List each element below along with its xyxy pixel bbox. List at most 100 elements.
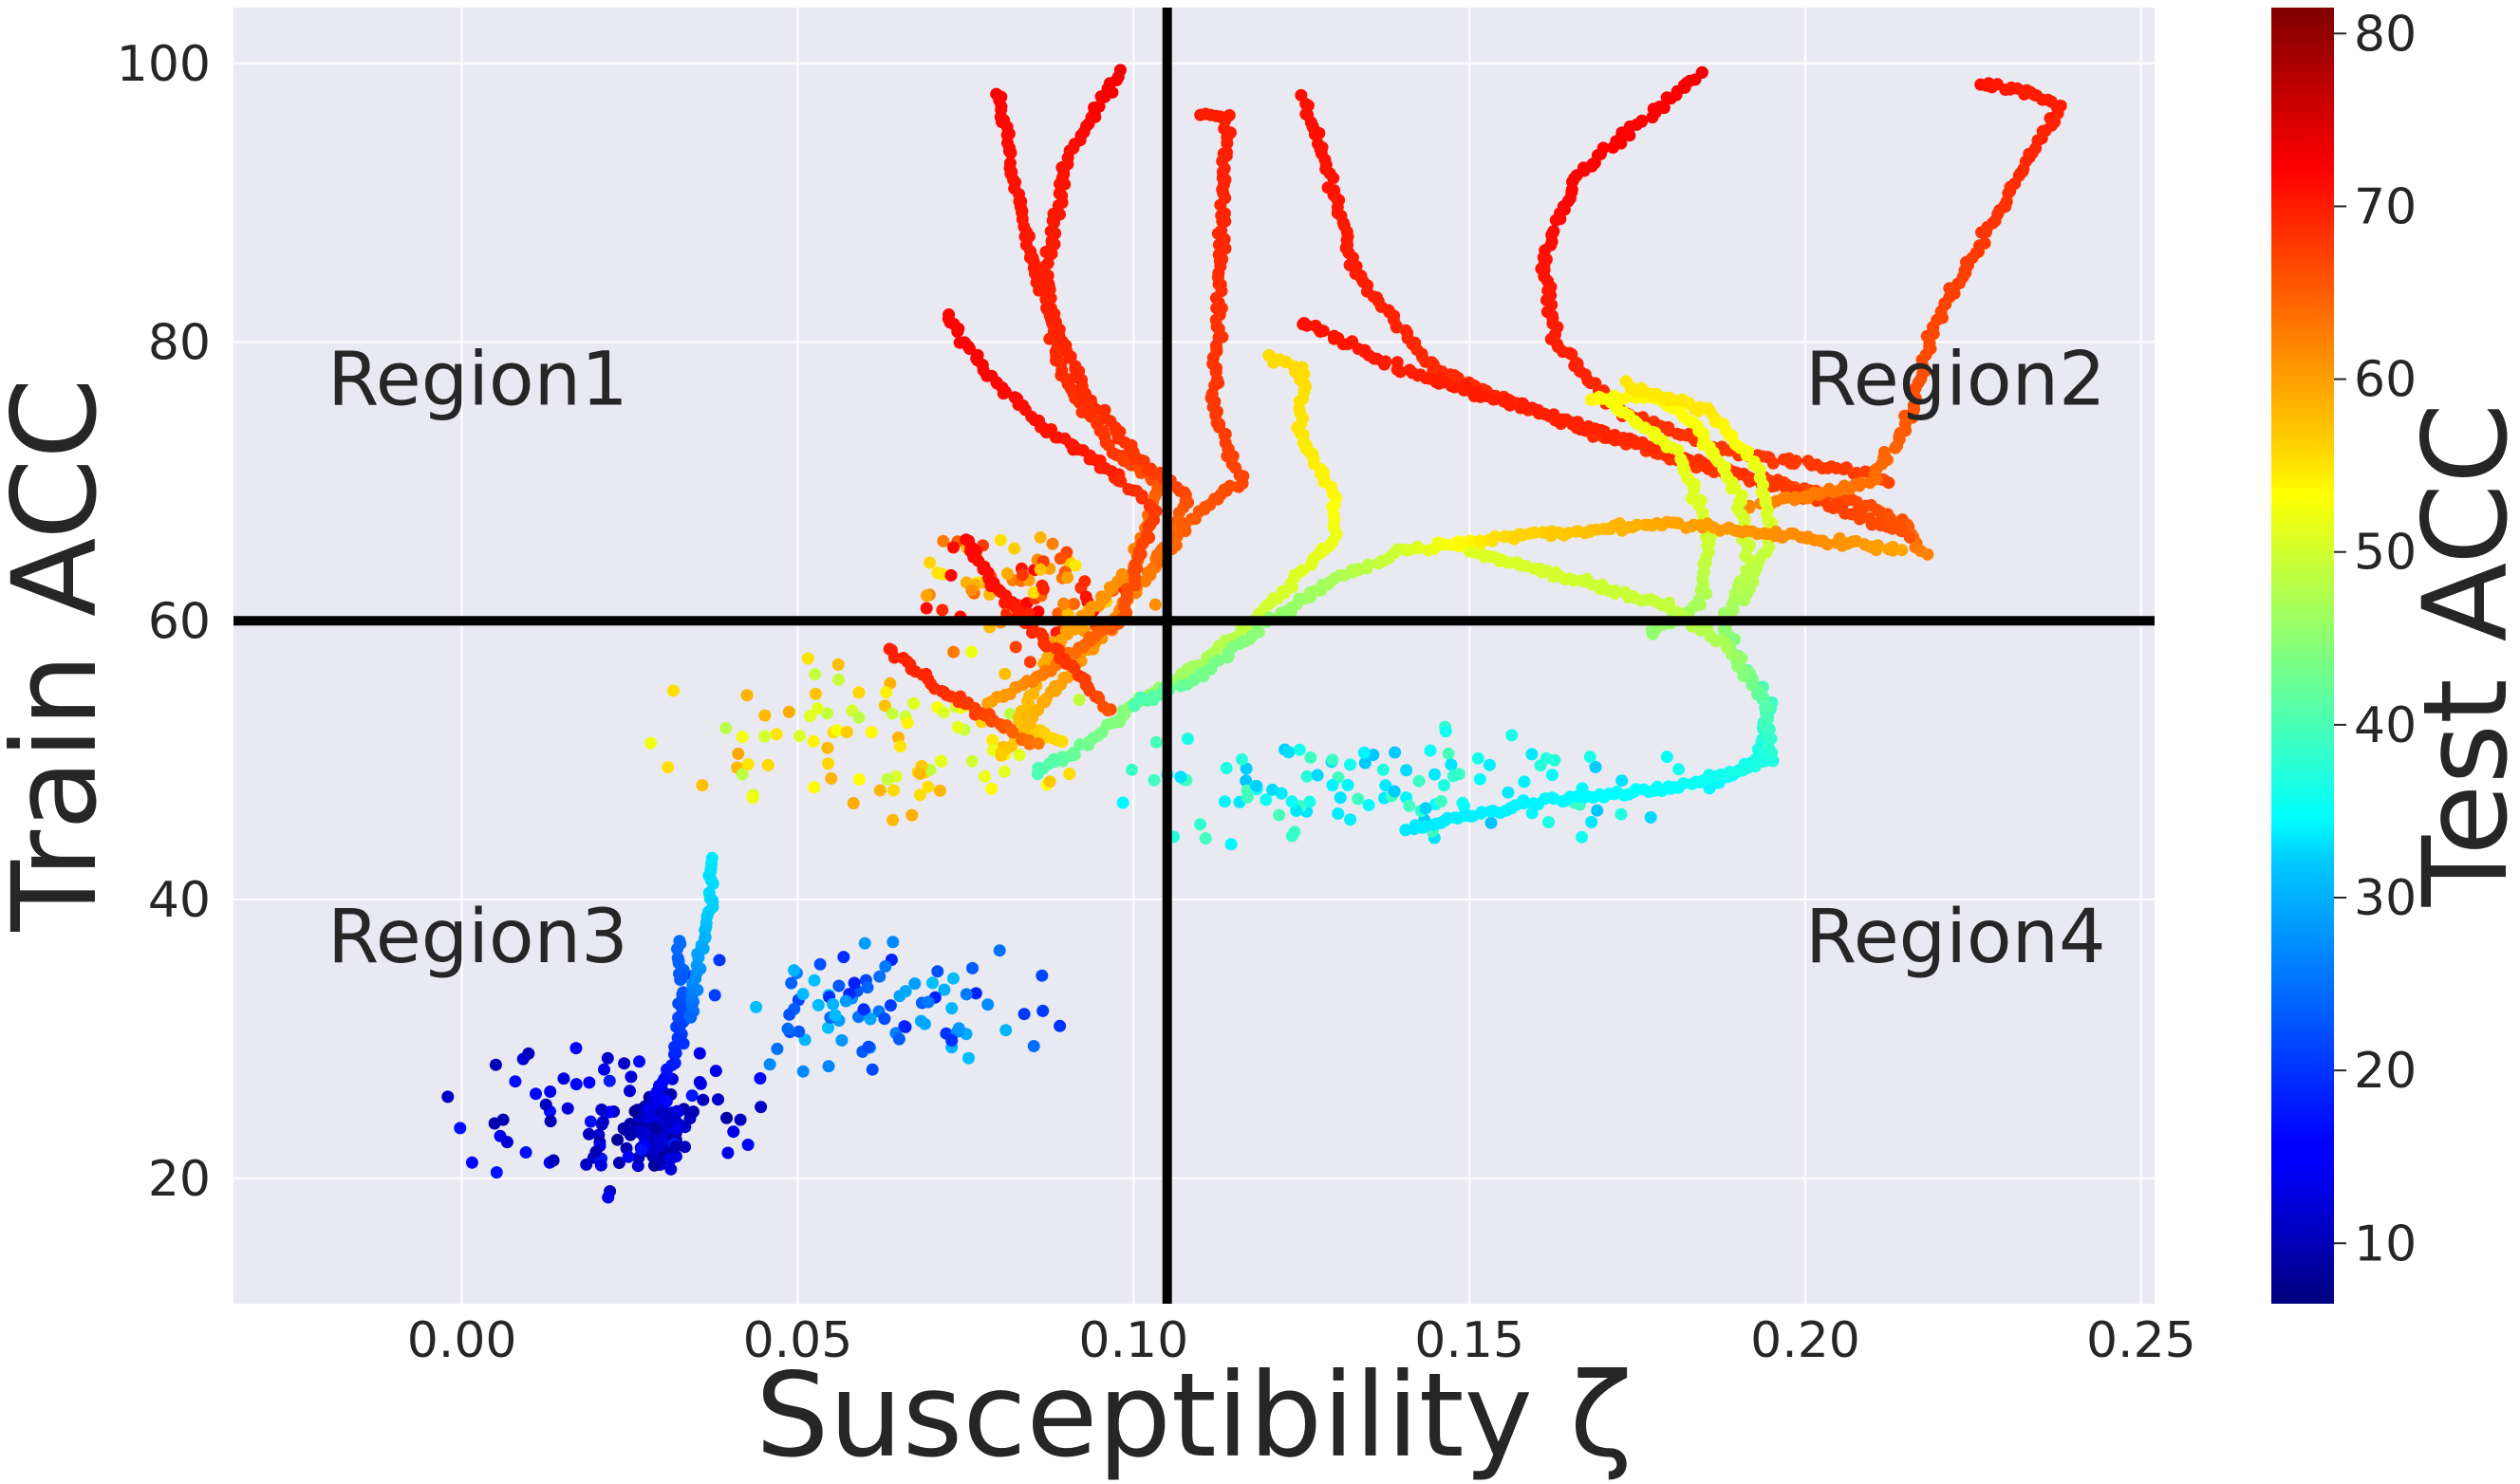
scatter-point [965, 584, 979, 597]
scatter-point [1009, 640, 1022, 654]
trajectory-point [1428, 818, 1441, 831]
scatter-point [1583, 751, 1596, 764]
trajectory-point [1308, 128, 1321, 141]
scatter-point [1293, 743, 1306, 756]
scatter-point [761, 758, 775, 771]
y-tick-label: 40 [148, 872, 211, 929]
scatter-point [887, 936, 900, 949]
scatter-point [1285, 795, 1298, 808]
scatter-point [1660, 751, 1673, 764]
scatter-point [1300, 770, 1314, 783]
scatter-point [1116, 796, 1129, 809]
scatter-point [931, 965, 944, 978]
scatter-point [998, 765, 1011, 778]
scatter-point [1073, 694, 1086, 706]
scatter-point [803, 710, 816, 723]
scatter-point [1008, 542, 1021, 555]
scatter-point [827, 997, 840, 1011]
scatter-point [465, 1156, 478, 1169]
scatter-point [969, 987, 982, 1000]
y-tick-label: 80 [148, 315, 211, 372]
scatter-point [1069, 559, 1082, 572]
scatter-point [951, 720, 964, 733]
scatter-point [741, 1139, 755, 1151]
trajectory-point [1362, 558, 1374, 571]
scatter-point [741, 758, 755, 770]
trajectory-point [1731, 439, 1745, 453]
scatter-point [1332, 807, 1345, 820]
scatter-point [1542, 816, 1556, 828]
scatter-point [1545, 769, 1559, 782]
scatter-point [602, 1191, 615, 1204]
scatter-point [1199, 832, 1212, 845]
scatter-point [796, 988, 810, 1001]
scatter-point [985, 782, 999, 795]
trajectory-point [1216, 214, 1229, 228]
scatter-point [1067, 598, 1080, 610]
scatter-point [809, 687, 822, 700]
scatter-point [1273, 808, 1286, 822]
scatter-point [857, 1003, 870, 1016]
scatter-point [886, 707, 899, 720]
scatter-point [918, 1017, 931, 1030]
scatter-point [922, 780, 935, 793]
x-tick-label: 0.25 [2086, 1312, 2196, 1369]
scatter-point [962, 1051, 975, 1065]
scatter-point [1615, 807, 1628, 821]
y-tick-label: 60 [148, 593, 211, 650]
scatter-point [887, 784, 900, 797]
trajectory-point [1045, 248, 1058, 260]
trajectory-point [1820, 538, 1834, 551]
scatter-point [589, 1145, 603, 1159]
scatter-point [1148, 598, 1162, 611]
scatter-point [938, 983, 951, 996]
trajectory-point [1975, 226, 1988, 239]
scatter-point [1442, 747, 1455, 760]
scatter-point [840, 726, 853, 738]
scatter-point [670, 1122, 683, 1135]
scatter-point [1224, 838, 1238, 851]
trajectory-point [1484, 805, 1498, 818]
scatter-point [905, 808, 919, 822]
scatter-point [878, 1012, 891, 1026]
y-axis-label: Train ACC [0, 378, 122, 932]
scatter-point [979, 770, 992, 783]
scatter-point [1419, 802, 1432, 815]
scatter-point [454, 1122, 467, 1135]
scatter-point [1046, 537, 1059, 550]
scatter-point [837, 951, 850, 964]
scatter-point [1505, 729, 1519, 742]
scatter-point [1149, 735, 1163, 749]
scatter-point [664, 1153, 677, 1166]
scatter-point [1424, 744, 1437, 757]
scatter-point [1334, 791, 1347, 805]
trajectory-point [1023, 737, 1036, 751]
scatter-point [920, 602, 933, 615]
trajectory-point [1853, 512, 1866, 526]
trajectory-point [1004, 740, 1017, 753]
region-labels: Region1 Region2 Region3 Region4 [327, 338, 2106, 981]
scatter-point [1534, 759, 1547, 772]
scatter-point [822, 757, 834, 770]
scatter-point [758, 709, 772, 722]
trajectory-point [951, 325, 964, 339]
scatter-point [763, 1058, 776, 1071]
scatter-point [1240, 762, 1253, 775]
scatter-point [653, 1140, 666, 1153]
scatter-point [1457, 800, 1470, 812]
scatter-point [831, 724, 844, 737]
scatter-point [633, 1055, 645, 1068]
trajectory-point [1503, 399, 1517, 412]
scatter-point [892, 1032, 905, 1046]
trajectory-point [1054, 177, 1066, 191]
scatter-point [746, 791, 759, 805]
scatter-point [736, 731, 749, 744]
scatter-point [852, 772, 866, 786]
scatter-point [1240, 774, 1253, 788]
scatter-point [832, 673, 845, 686]
scatter-point [1484, 816, 1498, 829]
scatter-point [829, 1009, 842, 1022]
scatter-point [861, 981, 874, 994]
scatter-point [740, 689, 754, 702]
scatter-point [1036, 969, 1049, 982]
